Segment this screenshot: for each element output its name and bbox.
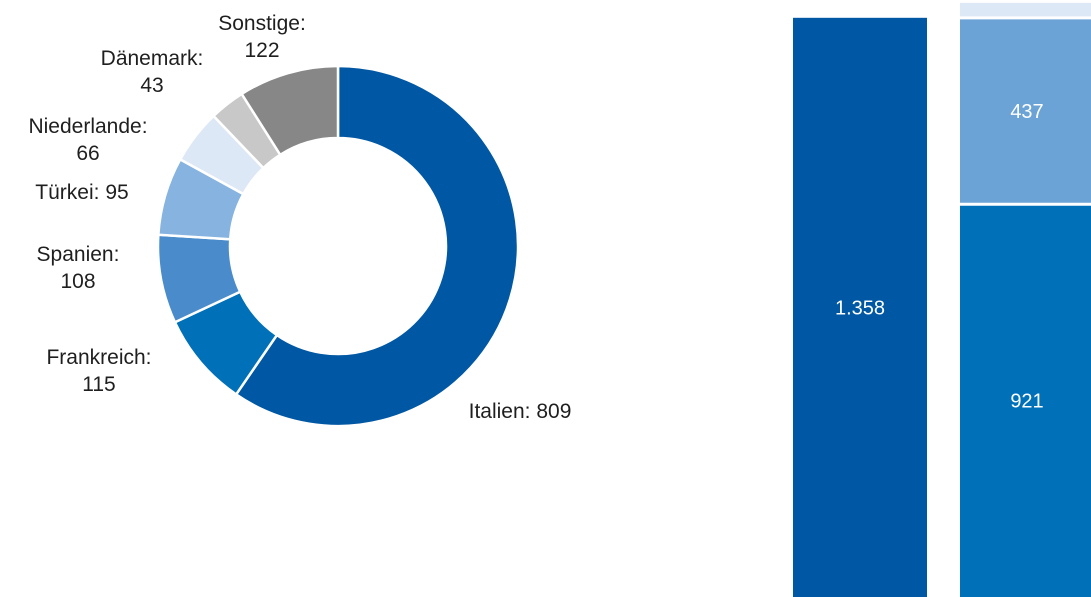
- slice-label-italien: Italien: 809: [468, 400, 572, 423]
- slice-label-daenemark: Dänemark: 43: [100, 47, 204, 97]
- slice-label-frankreich: Frankreich: 115: [46, 346, 152, 396]
- donut-slice-sonstige: [239, 64, 340, 157]
- bar-data-label: 437: [1010, 101, 1043, 123]
- slice-label-sonstige: Sonstige: 122: [218, 12, 306, 62]
- slice-label-niederlande: Niederlande: 66: [28, 115, 148, 165]
- donut-slice-italien: [234, 64, 520, 428]
- bar-data-label: 1.358: [835, 297, 885, 319]
- bar-2-segment-2: [960, 17, 1091, 205]
- slice-label-spanien: Spanien: 108: [36, 243, 120, 293]
- slice-label-tuerkei: Türkei: 95: [35, 181, 129, 204]
- bar-2-segment-1: [960, 204, 1091, 597]
- bar-2-segment-3: [960, 2, 1091, 18]
- bar-1-segment-1: [793, 17, 927, 597]
- bar-data-label: 921: [1010, 391, 1043, 413]
